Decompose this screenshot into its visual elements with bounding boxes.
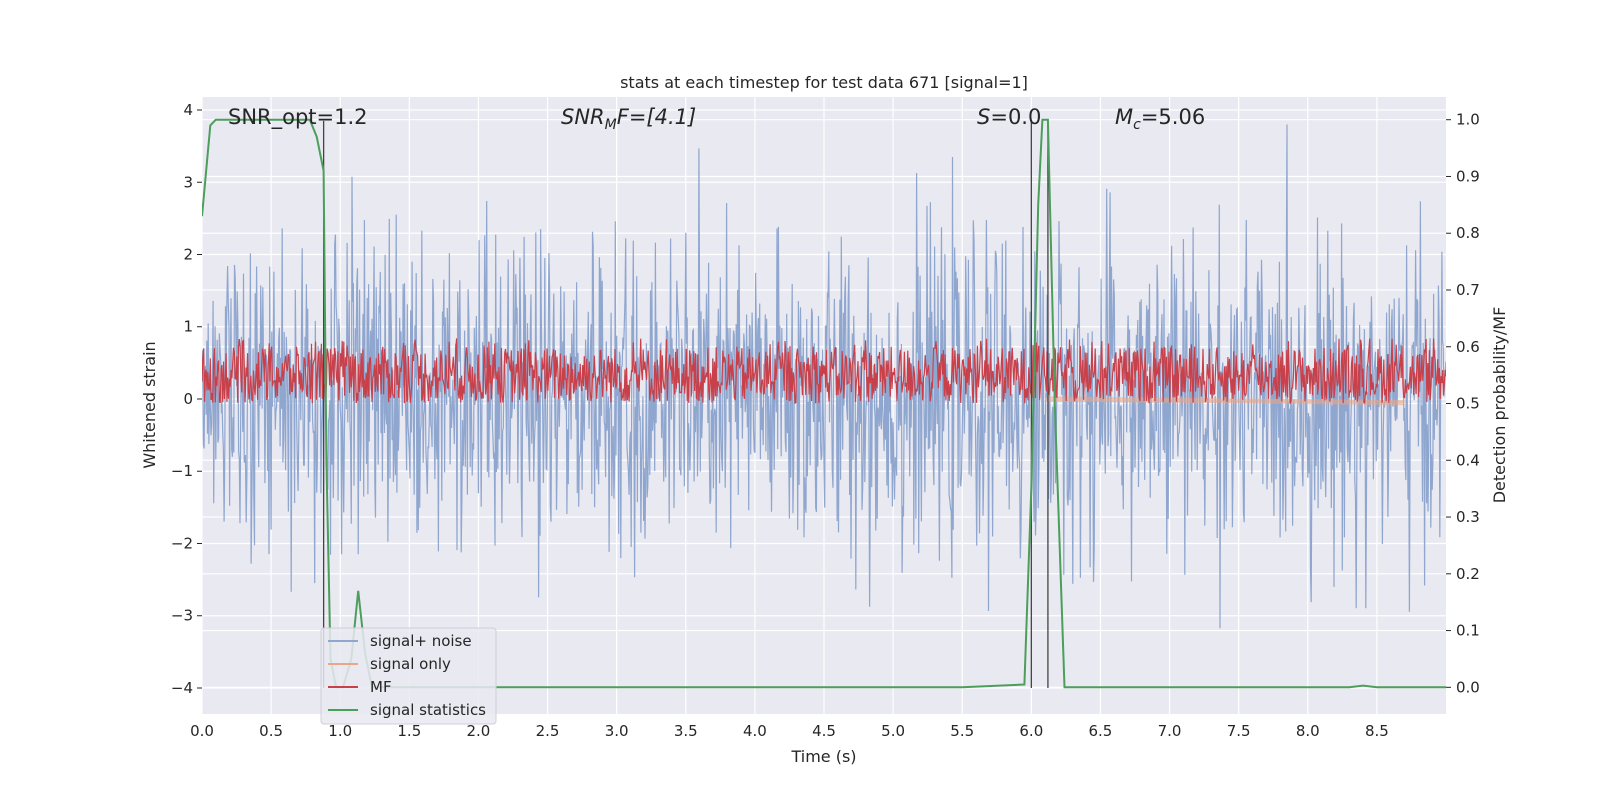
y-tick-label: 0 bbox=[183, 390, 193, 408]
legend: signal+ noise signal only MF signal stat… bbox=[320, 627, 497, 725]
x-tick-label: 6.5 bbox=[1089, 722, 1113, 740]
y-tick-label: −4 bbox=[171, 679, 193, 697]
x-tick-label: 5.5 bbox=[950, 722, 974, 740]
x-axis-label: Time (s) bbox=[790, 747, 856, 766]
y-tick-label: −3 bbox=[171, 607, 193, 625]
x-tick-label: 0.0 bbox=[190, 722, 214, 740]
x-tick-label: 1.5 bbox=[397, 722, 421, 740]
y2-tick-label: 0.9 bbox=[1456, 167, 1480, 185]
x-tick-label: 8.0 bbox=[1296, 722, 1320, 740]
x-tick-label: 2.5 bbox=[536, 722, 560, 740]
y-tick-label: 1 bbox=[183, 318, 193, 336]
x-tick-label: 2.0 bbox=[467, 722, 491, 740]
x-tick-label: 0.5 bbox=[259, 722, 283, 740]
y2-tick-label: 0.7 bbox=[1456, 281, 1480, 299]
annotation-mc: Mc=5.06 bbox=[1115, 105, 1205, 133]
y-axis-label: Whitened strain bbox=[140, 341, 159, 468]
y-tick-label: 4 bbox=[183, 101, 193, 119]
y-tick-label: −1 bbox=[171, 462, 193, 480]
series-mf bbox=[202, 338, 1446, 405]
x-tick-label: 3.5 bbox=[674, 722, 698, 740]
y2-tick-label: 0.2 bbox=[1456, 565, 1480, 583]
y2-tick-label: 0.1 bbox=[1456, 622, 1480, 640]
y2-axis-ticks: 1.0 0.9 0.8 0.7 0.6 0.5 0.4 0.3 0.2 0.1 0.0 bbox=[1446, 111, 1480, 696]
y2-tick-label: 0.6 bbox=[1456, 338, 1480, 356]
grid bbox=[201, 97, 1446, 714]
series-signal-statistics bbox=[202, 118, 1446, 689]
legend-label-signal-noise: signal+ noise bbox=[370, 632, 472, 650]
y2-axis-label: Detection probability/MF bbox=[1490, 307, 1509, 504]
x-tick-label: 1.0 bbox=[328, 722, 352, 740]
y2-tick-label: 0.4 bbox=[1456, 451, 1480, 469]
x-tick-label: 8.5 bbox=[1365, 722, 1389, 740]
series-signal-only bbox=[1045, 396, 1405, 406]
legend-label-mf: MF bbox=[370, 678, 392, 696]
y2-tick-label: 0.5 bbox=[1456, 395, 1480, 413]
annotation-s: S=0.0 bbox=[977, 105, 1041, 129]
y2-tick-label: 0.3 bbox=[1456, 508, 1480, 526]
y2-tick-label: 1.0 bbox=[1456, 111, 1480, 129]
legend-box bbox=[320, 627, 497, 725]
x-tick-label: 7.5 bbox=[1227, 722, 1251, 740]
x-tick-label: 5.0 bbox=[881, 722, 905, 740]
x-tick-label: 4.0 bbox=[743, 722, 767, 740]
y2-tick-label: 0.8 bbox=[1456, 224, 1480, 242]
annotation-snr-opt: SNR_opt=1.2 bbox=[228, 105, 368, 130]
legend-label-signal-only: signal only bbox=[370, 655, 451, 673]
annotation-snr-mf: SNRMF=[4.1] bbox=[561, 105, 696, 133]
x-tick-label: 7.0 bbox=[1158, 722, 1182, 740]
y-tick-label: 3 bbox=[183, 173, 193, 191]
y-axis-ticks: 4 3 2 1 0 −1 −2 −3 −4 bbox=[171, 101, 202, 697]
x-tick-label: 6.0 bbox=[1019, 722, 1043, 740]
x-axis-ticks: 0.0 0.5 1.0 1.5 2.0 2.5 3.0 3.5 4.0 4.5 5.0 5.5 6.0 6… bbox=[190, 722, 1389, 740]
y-tick-label: −2 bbox=[171, 534, 193, 552]
legend-label-signal-statistics: signal statistics bbox=[370, 701, 486, 719]
chart-title: stats at each timestep for test data 671… bbox=[620, 73, 1028, 92]
y-tick-label: 2 bbox=[183, 246, 193, 264]
y2-tick-label: 0.0 bbox=[1456, 678, 1480, 696]
x-tick-label: 3.0 bbox=[605, 722, 629, 740]
x-tick-label: 4.5 bbox=[812, 722, 836, 740]
